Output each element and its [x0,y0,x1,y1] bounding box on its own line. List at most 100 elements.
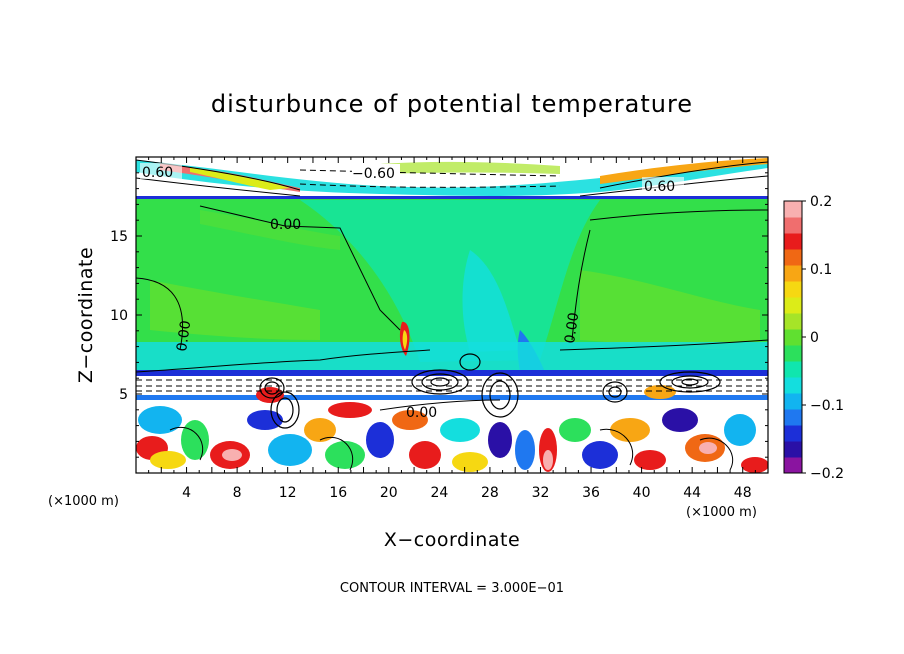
right-yellowgreen [580,270,760,350]
blob [699,442,717,454]
x-tick-label: 44 [683,485,701,501]
contour-label: 0.00 [174,319,194,352]
x-tick-label: 4 [182,485,191,501]
tropopause-blue-line [136,196,768,199]
y-axis-label: Z−coordinate [75,247,97,383]
blob [325,441,365,469]
contour-label: 0.00 [270,217,301,233]
x-tick-label: 20 [380,485,398,501]
blob [268,434,312,466]
blob [582,441,618,469]
colorbar-swatch [784,233,802,250]
blob [515,430,535,470]
left-yellowgreen [150,280,320,340]
contour-lower [169,426,734,471]
chart-title: disturbunce of potential temperature [211,90,693,118]
contour-zero [571,229,591,341]
blob [304,418,336,442]
contour-interval-note: CONTOUR INTERVAL = 3.000E−01 [340,581,564,596]
colorbar-swatch [784,425,802,442]
contour-dashed [299,169,561,188]
x-tick-label: 8 [233,485,242,501]
contour-zero [136,349,431,373]
blue-band [136,370,768,376]
contour-label-group: 0.60 −0.60 0.60 0.00 0.00 0.00 0.00 [140,163,684,421]
colorbar: 0.2 0.1 0 −0.1 −0.2 [783,194,844,482]
central-light-cyan [462,250,520,352]
dense-contours-right [602,371,721,403]
blob [610,418,650,442]
x-tick-label: 48 [734,485,752,501]
blob [440,418,480,442]
y-tick-label: 10 [110,308,128,324]
colorbar-label: −0.2 [810,466,844,482]
colorbar-swatch [784,409,802,426]
colorbar-swatch [784,297,802,314]
left-lightgreen [200,210,340,250]
x-tick-label: 32 [532,485,550,501]
colorbar-label: 0.2 [810,194,832,210]
blob [724,414,756,446]
contour-label: 0.00 [562,311,582,344]
colorbar-swatch [784,457,802,474]
x-tick-label: 36 [582,485,600,501]
blob [150,451,186,469]
x-ticks: 4 8 12 16 20 24 28 32 36 40 44 48 [135,157,769,501]
contour-zero [559,339,768,351]
blob [328,402,372,418]
contour-dashed [136,379,768,392]
central-cyan-plume [300,200,600,362]
colorbar-label: −0.1 [810,398,844,414]
y-ticks: 5 10 15 [110,156,768,474]
colorbar-swatch [784,281,802,298]
blob [247,410,283,430]
contour-label: 0.00 [406,405,437,421]
dense-contours-center [411,353,519,418]
contour-label: 0.60 [644,179,675,195]
colorbar-swatch [784,265,802,282]
x-tick-label: 40 [633,485,651,501]
y-tick-label: 5 [119,387,128,403]
lower-cyan-band [136,342,768,372]
blob [409,441,441,469]
colorbar-swatch [784,329,802,346]
blob [644,385,676,399]
blob [392,410,428,430]
x-tick-label: 24 [430,485,448,501]
colorbar-swatch [784,313,802,330]
x-origin-unit: (×1000 m) [48,494,119,509]
contour-zero [199,205,401,331]
colorbar-swatch [784,249,802,266]
top-green-patches [380,161,560,174]
contour-solid [136,159,768,191]
colorbar-label: 0.1 [810,262,832,278]
blob [741,457,768,473]
blob [452,452,488,472]
blob [488,422,512,458]
turbulent-blobs [136,385,768,473]
colorbar-label: 0 [810,330,819,346]
top-yellow-left [190,168,290,190]
x-axis-label: X−coordinate [384,529,520,551]
blob [559,418,591,442]
colorbar-swatch [784,201,802,218]
contour-label: 0.60 [142,165,173,181]
colorbar-swatch [784,377,802,394]
y-tick-label: 15 [110,229,128,245]
dense-contours-left [259,377,300,429]
plot-area [136,157,768,473]
colorbar-swatch [784,393,802,410]
x-tick-label: 16 [329,485,347,501]
blob [222,449,242,461]
x-tick-label: 12 [279,485,297,501]
blob [634,450,666,470]
colorbar-swatch [784,441,802,458]
contour-zero [379,399,501,411]
blob [181,420,209,460]
blue-band-lower [136,395,768,400]
yellow-spot-20 [402,330,408,350]
contour-zero [136,277,184,351]
colorbar-swatch [784,361,802,378]
x-axis-unit: (×1000 m) [686,505,757,520]
